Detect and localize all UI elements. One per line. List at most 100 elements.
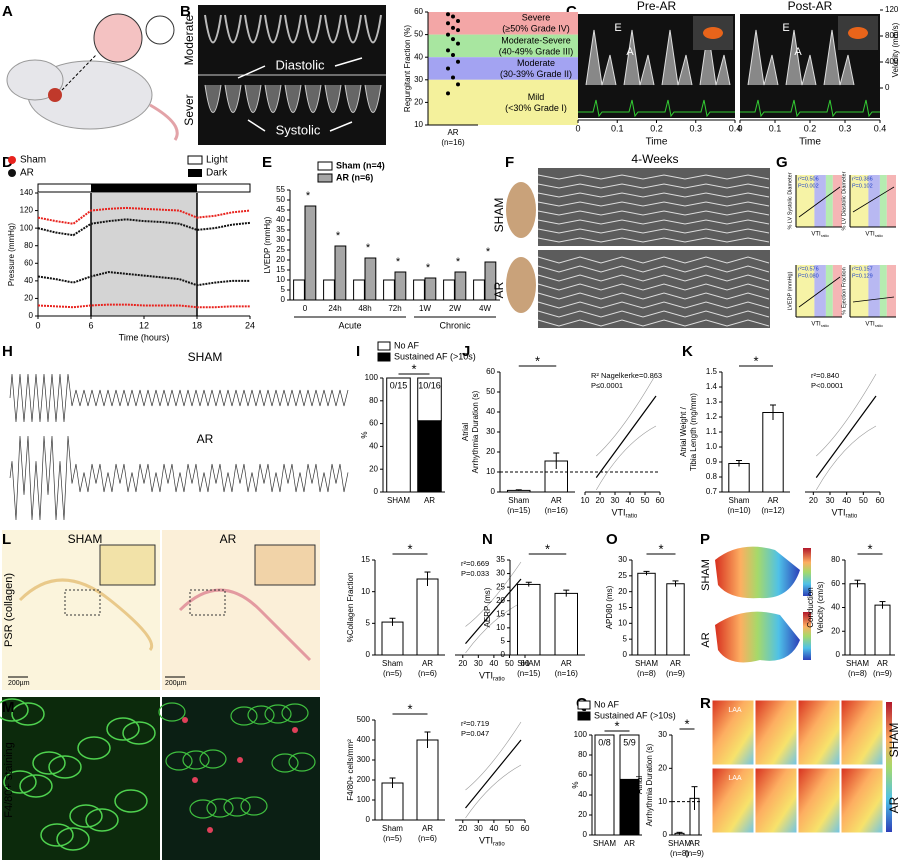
y-tick-label: 20 [369, 464, 378, 473]
x-tick-label: AR [877, 659, 888, 668]
doppler-wave [661, 29, 693, 86]
x-axis-label-sub: ratio [821, 323, 830, 328]
colorbar [803, 612, 811, 660]
y-tick-label: 20 [618, 587, 627, 596]
y-tick-label: 0 [663, 830, 668, 839]
band [825, 175, 833, 227]
x-tick-label: Sham [382, 659, 403, 668]
y-tick-label: 40 [414, 52, 423, 61]
tissue [18, 578, 153, 652]
pressure-line [37, 303, 250, 309]
x-tick-label: Sham [508, 496, 529, 505]
mmode [537, 174, 770, 180]
x-tick-label: 40 [842, 496, 851, 505]
pressure-line [37, 218, 251, 237]
n-label: (n=8) [637, 669, 656, 678]
panel-label: L [2, 531, 11, 548]
map-frame [754, 699, 798, 766]
image-panel [162, 697, 320, 860]
row-label: SHAM [492, 198, 506, 233]
y-tick-label: 1.0 [706, 442, 718, 451]
mmode [537, 319, 770, 327]
x-tick-label: SHAM [387, 496, 410, 505]
fit-line [798, 276, 841, 308]
band-sub-label: (40-49% Grade III) [499, 46, 574, 56]
legend-label: AR (n=6) [336, 172, 373, 182]
band [879, 265, 887, 317]
stat-label: r²=0.506 [798, 176, 819, 182]
row-label: AR [197, 432, 214, 446]
doppler-wave [304, 84, 322, 113]
cell [11, 702, 45, 726]
dot [456, 41, 460, 46]
y-tick-label: 30 [618, 555, 627, 564]
map-frame [840, 699, 884, 766]
ecg-trace [9, 435, 349, 521]
wave-label: A [794, 46, 802, 58]
doppler-wave [623, 29, 655, 86]
y-tick-label: 800 [885, 31, 899, 40]
fit-line [815, 395, 877, 478]
significance: * [684, 716, 689, 731]
doppler-wave [785, 29, 817, 86]
band [814, 265, 826, 317]
wave-label: A [626, 46, 634, 58]
macrophage [192, 777, 198, 783]
y-tick-label: 1.1 [706, 427, 718, 436]
significance: * [411, 361, 416, 376]
y-tick-label: 0 [501, 650, 506, 659]
significance: * [535, 353, 540, 368]
y-tick-label: 120 [20, 206, 34, 215]
y-tick-label: 500 [357, 715, 371, 724]
cell [48, 755, 82, 779]
legend-swatch [187, 155, 203, 165]
x-tick-label: 0.1 [769, 123, 782, 133]
cell [189, 799, 217, 819]
x-tick-label: 0.4 [729, 123, 742, 133]
y-tick-label: 120 [885, 5, 899, 14]
macrophage [182, 717, 188, 723]
map-frame [797, 699, 841, 766]
cell [264, 704, 292, 724]
band [868, 265, 880, 317]
y-tick-label: 1.2 [706, 412, 718, 421]
x-axis-label-sub: ratio [846, 514, 858, 520]
doppler-wave [204, 14, 222, 44]
dot [446, 91, 450, 96]
legend-label: Sustained AF (>10s) [594, 710, 676, 720]
legend-label: Sham [20, 155, 46, 166]
y-tick-label: 100 [357, 795, 371, 804]
bar [293, 279, 305, 301]
legend-label: Light [206, 155, 228, 166]
y-tick-label: 60 [24, 258, 33, 267]
y-axis-label: % LV Diastolic Diameter [841, 171, 847, 230]
x-axis-label: VTI [479, 835, 493, 845]
y-tick-label: 5 [623, 634, 628, 643]
significance: * [486, 246, 491, 258]
severity-band [428, 57, 578, 80]
legend-label: Dark [206, 168, 228, 179]
y-axis-label: % [360, 431, 369, 438]
y-tick-label: 30 [496, 569, 505, 578]
y-axis-label: APD80 (ms) [605, 585, 614, 629]
y-tick-label: 15 [276, 265, 285, 274]
x-tick-label: 30 [474, 824, 483, 833]
image-title: 4-Weeks [631, 152, 678, 166]
stat-label: r²=0.576 [798, 266, 819, 272]
legend-label: Sustained AF (>10s) [394, 351, 476, 361]
dot [451, 52, 455, 57]
y-tick-label: 40 [486, 407, 495, 416]
x-tick-label: 18 [192, 320, 202, 330]
cell [0, 698, 29, 722]
bar [416, 578, 439, 656]
panel-label: I [356, 343, 360, 360]
stat-label: P=0.047 [461, 729, 489, 738]
x-axis-label-sub: ratio [493, 842, 505, 848]
bar [762, 412, 784, 493]
y-tick-label: 40 [369, 442, 378, 451]
doppler-wave [364, 84, 382, 113]
stat-label: R² Nagelkerke=0.863 [591, 371, 662, 380]
x-tick-label: 2W [449, 304, 461, 313]
bar [381, 621, 404, 656]
